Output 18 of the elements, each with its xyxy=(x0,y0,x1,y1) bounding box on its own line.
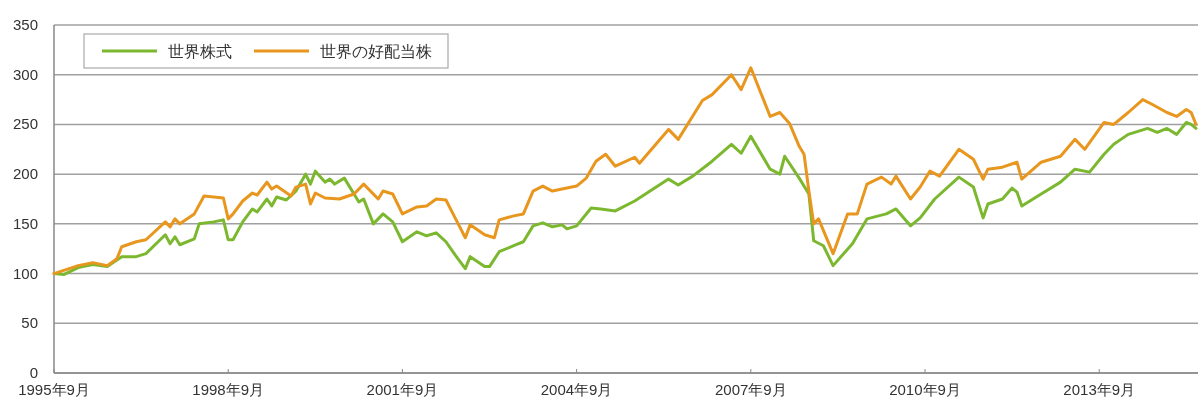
y-tick-label: 100 xyxy=(12,264,38,282)
x-tick-label: 2001年9月 xyxy=(366,381,439,398)
x-tick-label: 2004年9月 xyxy=(540,381,613,398)
x-tick-label: 2010年9月 xyxy=(889,381,961,398)
x-tick-label: 1998年9月 xyxy=(192,381,265,398)
x-tick-label: 2007年9月 xyxy=(714,381,787,398)
line-series xyxy=(52,66,1198,276)
y-tick-label: 200 xyxy=(12,165,38,183)
y-tick-label: 50 xyxy=(21,314,38,332)
y-tick-label: 0 xyxy=(29,364,38,381)
legend-label: 世界の好配当株 xyxy=(320,43,432,60)
x-tick-label: 1995年9月 xyxy=(18,381,90,398)
legend-label: 世界株式 xyxy=(168,43,232,60)
y-tick-label: 250 xyxy=(12,115,38,133)
y-tick-label: 350 xyxy=(12,16,38,33)
y-tick-label: 150 xyxy=(12,214,38,232)
x-tick-label: 2013年9月 xyxy=(1063,381,1136,398)
y-tick-label: 300 xyxy=(12,65,38,83)
